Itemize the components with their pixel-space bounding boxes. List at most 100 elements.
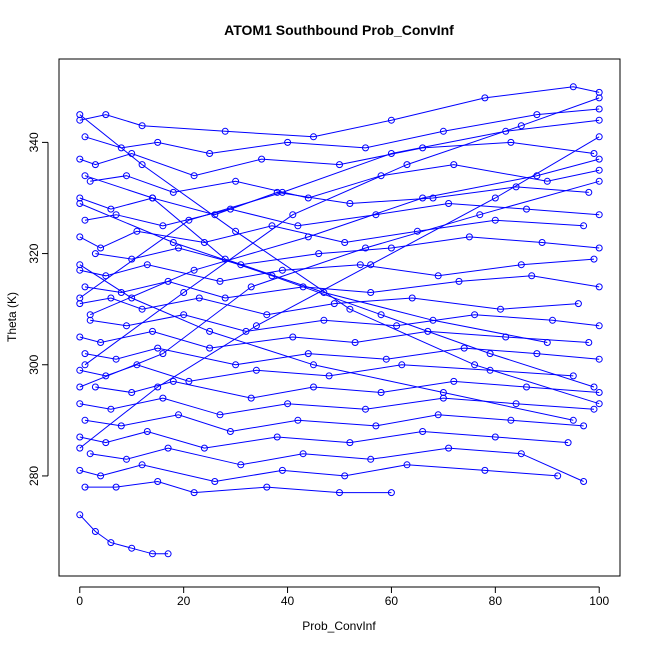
data-point xyxy=(403,461,411,469)
data-point xyxy=(149,550,156,558)
series-line xyxy=(79,203,595,388)
series-line xyxy=(79,514,169,555)
data-point xyxy=(123,172,130,180)
series-line xyxy=(90,158,600,316)
data-point xyxy=(206,344,214,352)
data-point xyxy=(81,483,89,491)
data-point xyxy=(180,311,188,319)
data-point xyxy=(486,350,494,358)
data-point xyxy=(247,283,255,291)
data-point xyxy=(543,339,551,346)
series-24 xyxy=(76,133,603,452)
data-point xyxy=(356,261,364,269)
data-point xyxy=(507,416,515,424)
data-point xyxy=(439,389,447,396)
data-point xyxy=(351,339,359,346)
data-point xyxy=(595,133,603,141)
data-point xyxy=(221,255,229,263)
data-point xyxy=(123,455,130,463)
series-22 xyxy=(76,511,172,558)
data-point xyxy=(149,194,156,202)
data-point xyxy=(128,389,136,396)
data-point xyxy=(595,94,603,102)
series-31 xyxy=(76,116,603,302)
data-point xyxy=(76,200,84,207)
data-point xyxy=(180,289,188,296)
x-tick-label: 0 xyxy=(76,594,83,608)
data-point xyxy=(367,261,375,269)
series-line xyxy=(90,314,600,332)
data-point xyxy=(304,233,312,241)
data-point xyxy=(76,466,84,474)
data-point xyxy=(585,188,593,196)
data-point xyxy=(232,227,240,235)
data-point xyxy=(221,127,229,135)
data-point xyxy=(284,400,292,408)
data-point xyxy=(273,188,281,196)
data-point xyxy=(169,377,177,385)
series-21 xyxy=(81,478,395,497)
data-point xyxy=(424,327,432,335)
x-tick-label: 100 xyxy=(589,594,609,608)
data-point xyxy=(76,444,84,452)
data-point xyxy=(595,400,603,408)
data-point xyxy=(273,433,281,441)
series-10 xyxy=(76,294,582,319)
data-point xyxy=(159,222,167,230)
series-line xyxy=(95,236,600,266)
data-point xyxy=(232,361,240,369)
y-tick-label: 320 xyxy=(27,243,41,263)
data-point xyxy=(76,366,84,374)
data-point xyxy=(206,327,214,335)
data-point xyxy=(138,122,146,130)
series-25 xyxy=(81,94,603,369)
series-5 xyxy=(81,200,603,230)
data-point xyxy=(512,400,520,408)
data-point xyxy=(252,322,260,330)
data-point xyxy=(580,222,588,230)
data-point xyxy=(294,416,302,424)
data-point xyxy=(413,227,421,235)
series-line xyxy=(79,330,589,349)
y-tick-label: 300 xyxy=(27,354,41,374)
data-point xyxy=(299,450,307,458)
data-point xyxy=(367,289,375,296)
data-point xyxy=(138,461,146,469)
data-point xyxy=(200,239,208,246)
data-point xyxy=(247,394,255,402)
data-point xyxy=(91,528,99,535)
series-line xyxy=(79,186,589,216)
data-point xyxy=(164,550,172,558)
data-point xyxy=(538,239,546,246)
data-point xyxy=(143,428,151,435)
series-30 xyxy=(81,172,551,346)
data-point xyxy=(533,111,541,119)
data-point xyxy=(175,411,182,419)
data-point xyxy=(585,339,593,346)
series-line xyxy=(84,275,600,299)
series-line xyxy=(79,264,574,421)
data-point xyxy=(434,411,442,419)
series-line xyxy=(79,219,584,249)
data-point xyxy=(403,161,411,169)
data-point xyxy=(523,205,530,213)
series-line xyxy=(84,202,600,227)
series-line xyxy=(79,114,600,405)
data-point xyxy=(362,144,369,152)
series-line xyxy=(79,397,595,416)
series-line xyxy=(84,108,600,155)
series-26 xyxy=(76,200,598,391)
data-point xyxy=(216,277,224,285)
data-point xyxy=(439,127,447,135)
data-point xyxy=(595,116,603,124)
series-line xyxy=(85,480,392,494)
data-point xyxy=(91,250,99,258)
series-line xyxy=(90,447,584,482)
data-point xyxy=(133,227,141,235)
data-point xyxy=(408,294,416,302)
data-point xyxy=(517,261,525,269)
data-point xyxy=(107,539,115,547)
data-point xyxy=(190,266,198,274)
data-point xyxy=(278,188,286,196)
data-point xyxy=(258,155,266,163)
